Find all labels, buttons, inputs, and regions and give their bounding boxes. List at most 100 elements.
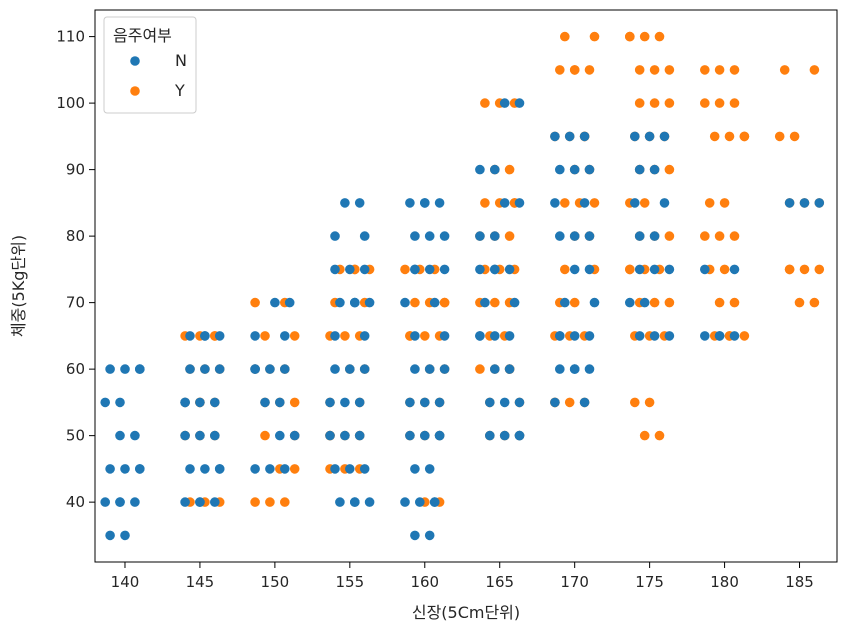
data-point-n [325,397,335,408]
data-point-y [490,297,500,308]
data-point-n [330,264,340,275]
data-point-n [105,364,115,374]
data-point-n [185,331,195,341]
data-point-n [115,497,125,507]
data-point-n [550,131,560,142]
plot-frame [94,9,838,563]
data-point-n [135,364,145,374]
data-point-n [400,297,410,308]
data-point-n [350,297,360,308]
data-point-y [560,198,570,208]
data-point-n [354,198,365,208]
data-point-y [639,430,650,441]
data-point-y [639,198,650,208]
data-point-n [115,430,125,441]
x-tick-label: 180 [710,573,739,591]
data-point-n [405,397,415,408]
data-point-n [700,264,710,275]
data-point-y [774,131,785,142]
data-point-n [579,397,590,408]
data-point-n [550,198,560,208]
data-point-y [589,198,600,208]
data-point-n [420,397,430,408]
data-point-n [634,231,645,241]
data-point-n [130,430,140,441]
data-point-n [634,331,645,341]
data-point-n [280,364,290,374]
data-point-n [420,198,430,208]
data-point-n [429,497,440,507]
y-tick-label: 80 [66,227,85,245]
data-point-y [625,264,635,275]
data-point-n [214,331,225,341]
data-point-y [664,164,675,175]
data-point-n [555,231,565,241]
data-point-n [514,198,525,208]
data-point-n [335,297,345,308]
data-point-y [439,297,450,308]
data-point-n [784,198,795,208]
data-point-n [475,231,485,241]
data-point-n [195,397,205,408]
x-tick-label: 140 [111,573,140,591]
data-point-n [250,364,260,374]
data-point-n [359,264,370,275]
data-point-y [625,31,635,42]
data-point-n [569,164,580,175]
data-point-n [185,364,195,374]
data-point-n [700,331,710,341]
data-point-n [200,331,210,341]
x-tick-label: 145 [186,573,215,591]
data-point-y [630,397,640,408]
data-point-y [714,65,725,75]
data-point-n [434,397,445,408]
data-point-y [709,131,720,142]
data-point-y [589,31,600,42]
data-point-n [100,397,110,408]
data-point-y [714,231,725,241]
data-point-n [475,164,485,175]
data-point-y [340,331,350,341]
data-point-y [700,98,710,108]
data-point-n [480,297,490,308]
data-point-n [405,198,415,208]
data-point-n [584,231,595,241]
data-point-n [345,464,355,474]
data-point-n [410,530,420,541]
x-tick-label: 150 [261,573,290,591]
data-point-n [180,430,190,441]
data-point-y [260,430,270,441]
data-point-n [214,364,225,374]
legend-entries: NY [130,51,187,100]
data-point-n [405,430,415,441]
data-point-y [644,397,655,408]
data-point-n [410,231,420,241]
data-point-y [814,264,825,275]
data-point-n [659,131,670,142]
data-point-y [714,98,725,108]
data-point-n [210,497,220,507]
data-point-n [509,297,520,308]
x-axis: 140 145 150 155 160 165 170 175 180 185 [111,562,814,591]
data-point-n [579,198,590,208]
data-point-n [649,264,660,275]
data-point-n [364,497,375,507]
data-point-y [729,98,740,108]
data-point-y [250,297,260,308]
x-tick-label: 160 [410,573,439,591]
data-point-n [364,297,375,308]
y-tick-label: 110 [56,28,85,46]
legend: 음주여부 NY [103,16,197,114]
data-point-y [560,264,570,275]
data-point-n [555,331,565,341]
data-point-n [335,497,345,507]
data-point-n [514,430,525,441]
x-tick-label: 185 [785,573,814,591]
data-point-y [265,497,275,507]
data-point-y [480,98,490,108]
data-point-y [700,65,710,75]
data-point-n [499,98,510,108]
data-point-y [584,65,595,75]
data-point-y [739,331,750,341]
